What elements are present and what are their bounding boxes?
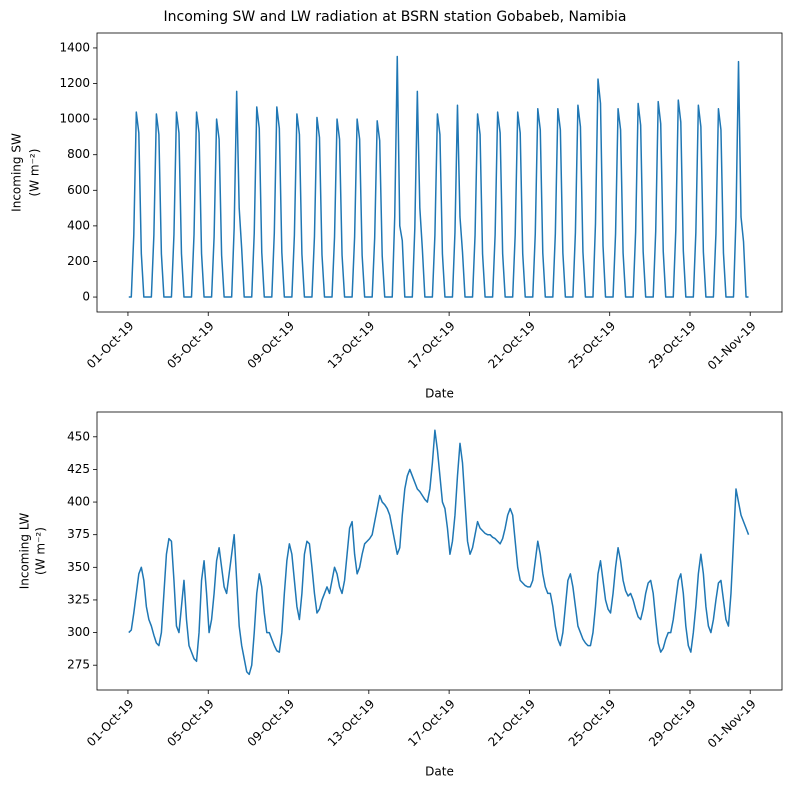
y-axis-label: (W m⁻²) [28, 149, 42, 197]
y-tick-label: 600 [67, 183, 90, 197]
x-tick-label: 05-Oct-19 [164, 697, 217, 750]
x-tick-label: 29-Oct-19 [646, 319, 699, 372]
y-axis-label: (W m⁻²) [34, 527, 48, 575]
x-tick-label: 17-Oct-19 [405, 697, 458, 750]
data-line [128, 55, 749, 298]
x-tick-label: 29-Oct-19 [646, 697, 699, 750]
y-tick-label: 275 [67, 658, 90, 672]
axes-frame [96, 411, 783, 691]
x-tick-label: 05-Oct-19 [164, 319, 217, 372]
data-line [128, 429, 750, 676]
y-tick-label: 1000 [59, 112, 90, 126]
x-tick-label: 01-Oct-19 [84, 697, 137, 750]
x-tick-label: 09-Oct-19 [245, 697, 298, 750]
y-tick-label: 400 [67, 495, 90, 509]
y-tick-label: 300 [67, 625, 90, 639]
x-tick-label: 13-Oct-19 [325, 319, 378, 372]
x-tick-label: 01-Nov-19 [705, 697, 759, 751]
y-axis-label: Incoming LW [18, 513, 32, 590]
axes-frame [96, 32, 783, 313]
y-tick-label: 1400 [59, 40, 90, 54]
x-tick-label: 09-Oct-19 [245, 319, 298, 372]
y-tick-label: 200 [67, 254, 90, 268]
y-tick-label: 0 [82, 290, 90, 304]
y-tick-label: 400 [67, 218, 90, 232]
x-tick-label: 21-Oct-19 [485, 319, 538, 372]
y-tick-label: 450 [67, 429, 90, 443]
y-tick-label: 325 [67, 592, 90, 606]
y-tick-label: 375 [67, 527, 90, 541]
x-axis-label: Date [425, 387, 454, 401]
x-axis-label: Date [425, 765, 454, 779]
x-tick-label: 01-Oct-19 [84, 319, 137, 372]
x-tick-label: 13-Oct-19 [325, 697, 378, 750]
x-tick-label: 25-Oct-19 [566, 319, 619, 372]
y-tick-label: 425 [67, 462, 90, 476]
y-tick-label: 1200 [59, 76, 90, 90]
x-tick-label: 17-Oct-19 [405, 319, 458, 372]
figure-title: Incoming SW and LW radiation at BSRN sta… [164, 9, 627, 25]
y-tick-label: 800 [67, 147, 90, 161]
x-tick-label: 25-Oct-19 [566, 697, 619, 750]
x-tick-label: 01-Nov-19 [705, 319, 759, 373]
y-tick-label: 350 [67, 560, 90, 574]
y-axis-label: Incoming SW [10, 133, 24, 212]
x-tick-label: 21-Oct-19 [485, 697, 538, 750]
